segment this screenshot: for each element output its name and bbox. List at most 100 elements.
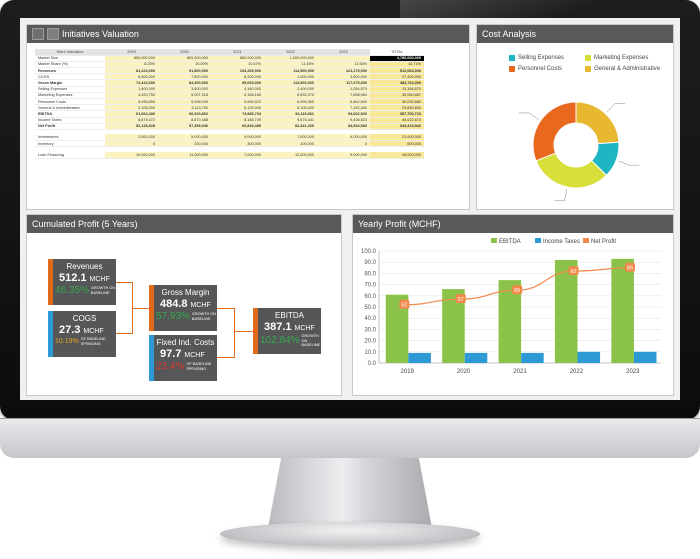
revenues-box: Revenues 512.1 MCHF 46.35% GROWTH ON BASEL…: [48, 259, 116, 305]
net-profit-data-label: 65: [514, 288, 520, 294]
income-tax-bar: [577, 351, 601, 363]
legend-label: EBITDA: [499, 239, 521, 245]
table-cell: 11.55%: [317, 61, 370, 69]
net-profit-marker: [512, 285, 523, 295]
table-cell: 1,000,000: [264, 73, 317, 81]
connector: [116, 282, 133, 334]
connector: [235, 331, 253, 332]
leader-line: [618, 160, 640, 166]
row-label: Loan Financing: [35, 151, 105, 159]
row-label: General & Administrative: [35, 104, 105, 112]
table-cell: 84,544,983: [317, 123, 370, 130]
table-cell: 9,000,000: [317, 151, 370, 159]
table-cell: 6,835,370: [264, 92, 317, 100]
table-cell-total: 23,846,600: [370, 104, 424, 112]
table-cell: 8,200,000: [211, 73, 264, 81]
x-tick-label: 2023: [626, 369, 640, 375]
y-tick-label: 100.0: [361, 249, 377, 255]
y-tick-label: 80.0: [364, 271, 376, 277]
connector: [217, 308, 235, 358]
table-cell: 84,300,000: [158, 79, 211, 87]
table-cell: 6,999,365: [264, 98, 317, 106]
table-row: General & Administrative 2,105,000 3,113,7…: [35, 104, 424, 112]
income-tax-bar: [633, 351, 657, 363]
table-cell: 1,400,000: [105, 86, 158, 93]
legend-selling: Selling Expenses: [509, 55, 564, 61]
table-cell: 2,400,000: [264, 86, 317, 93]
table-cell: 4,320,750: [105, 92, 158, 100]
y-tick-label: 20.0: [364, 339, 376, 345]
table-cell-total: 387,700,723: [370, 110, 424, 118]
net-profit-data-label: 57: [458, 297, 464, 303]
table-cell: 5,935,850: [105, 98, 158, 106]
table-row: Selling Expenses 1,400,000 3,600,000 4,160,…: [35, 86, 424, 93]
ebitda-box: EBITDA 387.1 MCHF 102.84% GROWTH ON BASELI…: [253, 308, 321, 354]
income-tax-bar: [408, 352, 431, 363]
row-label: Selling Expenses: [35, 86, 105, 93]
table-cell: 7,152,400: [317, 104, 370, 112]
ebitda-bar: [385, 294, 409, 363]
table-cell-total: 27,300,000: [370, 73, 424, 81]
table-header: Micro Indicators: [35, 49, 105, 56]
legend-personnel: Personnel Costs: [509, 66, 562, 72]
table-cell: 11,000,000: [158, 151, 211, 159]
table-cell: 10.00%: [158, 61, 211, 69]
table-cell-total: 4,780,000,000: [370, 55, 424, 62]
table-cell: 114,500,000: [264, 67, 317, 75]
donut-slice: [532, 101, 577, 162]
net-profit-marker: [568, 266, 579, 276]
y-tick-label: 70.0: [364, 283, 376, 289]
table-cell: 5,007,318: [158, 92, 211, 100]
table-cell: 1,000,000,000: [264, 55, 317, 62]
table-row: Market Share (%) 8.25% 10.00% 10.67% 11.45% 1…: [35, 61, 424, 69]
cogs-box: COGS 27.3 MCHF 10.19% OF BASELINE SPENDING: [48, 311, 116, 357]
table-cell: 11.45%: [264, 61, 317, 69]
legend-swatch: [583, 238, 589, 243]
legend-general: General & Administrative: [585, 66, 660, 72]
row-label: Market Size: [35, 55, 105, 62]
panel-title: Initiatives Valuation: [62, 29, 139, 39]
connector: [133, 308, 149, 309]
table-cell: 81,224,000: [105, 67, 158, 75]
table-cell: 3,113,790: [158, 104, 211, 112]
table-header: 2022: [264, 49, 317, 56]
cost-donut-chart: [518, 101, 640, 202]
table-cell: 94,002,526: [317, 110, 370, 118]
table-cell: 1,054,570: [317, 86, 370, 93]
table-row: Investments 2,000,000 5,000,000 9,000,000 7,…: [35, 134, 424, 142]
table-cell: 61,064,400: [105, 110, 158, 118]
table-cell: 4,000,000: [317, 134, 370, 142]
table-cell-total: 13,154,570: [370, 86, 424, 93]
table-cell: 100,000: [264, 140, 317, 148]
expand-icon[interactable]: [32, 28, 44, 40]
cumulated-profit-panel: Cumulated Profit (5 Years) Revenues 512.…: [26, 214, 342, 396]
table-cell: 74,424,000: [105, 79, 158, 87]
table-cell: 8.25%: [105, 61, 158, 69]
legend-marketing: Marketing Expenses: [585, 55, 648, 61]
table-cell: 9,675,441: [264, 117, 317, 124]
table-cell: 8,188,749: [211, 117, 264, 124]
row-label: Personnel Costs: [35, 98, 105, 106]
table-header: 2023: [317, 49, 370, 56]
net-profit-marker: [455, 294, 466, 304]
table-row: Personnel Costs 5,935,850 5,936,049 5,956,9…: [35, 98, 424, 106]
dashboard-screen: Initiatives Valuation Micro Indicators 2…: [20, 18, 680, 400]
monitor-stand-neck: [268, 458, 432, 528]
leader-line: [518, 112, 539, 120]
panel-title: Cost Analysis: [482, 29, 537, 39]
table-header: 2020: [158, 49, 211, 56]
table-cell: 5,956,922: [211, 98, 264, 106]
row-label: Marketing Expenses: [35, 92, 105, 100]
table-row: COGS 6,800,000 7,500,000 8,200,000 1,000,000…: [35, 73, 424, 81]
table-cell: 103,265,000: [211, 67, 264, 75]
table-row: Loan Financing 10,000,000 11,000,000 7,000,…: [35, 151, 424, 159]
save-icon[interactable]: [47, 28, 59, 40]
table-cell-total: 343,324,542: [370, 123, 424, 130]
row-label: Inventory: [35, 140, 105, 148]
net-profit-data-label: 82: [571, 269, 577, 275]
y-tick-label: 10.0: [364, 350, 376, 356]
table-cell: 8,879,472: [105, 117, 158, 124]
legend-label: Net Profit: [591, 239, 616, 245]
panel-title: Yearly Profit (MCHF): [358, 219, 441, 229]
x-tick-label: 2022: [570, 369, 584, 375]
